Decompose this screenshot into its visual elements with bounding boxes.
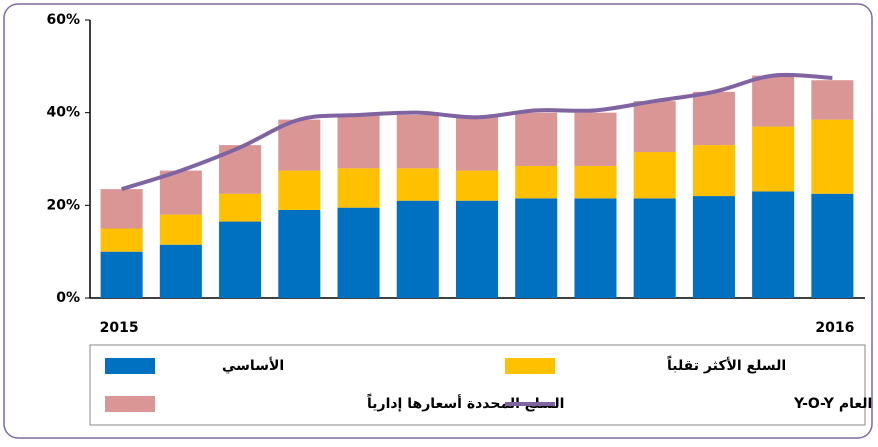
bar-segment — [515, 198, 558, 298]
bar-segment — [159, 170, 202, 215]
bar-segment — [278, 170, 321, 210]
x-tick-label: 2015 — [100, 320, 139, 336]
legend-box — [89, 344, 866, 426]
bar-segment — [633, 198, 676, 298]
x-tick-label: 2016 — [815, 320, 854, 336]
bar-segment — [337, 114, 380, 169]
bar-segment — [455, 170, 499, 201]
bar-segment — [811, 80, 854, 120]
bar-segment — [574, 165, 617, 199]
bar-segment — [100, 251, 143, 298]
bar-segment — [633, 152, 676, 199]
bar-segment — [574, 198, 617, 298]
bar-segment — [692, 145, 735, 197]
legend-label: السلع الأكثر تقلباً — [667, 355, 786, 374]
bar-segment — [752, 191, 795, 298]
bar-segment — [396, 200, 439, 298]
bar-segment — [337, 207, 380, 298]
line-series — [121, 72, 833, 192]
bar-segment — [515, 165, 558, 199]
bar-segment — [396, 114, 439, 169]
bar-segment — [278, 119, 321, 171]
legend-label: الأساسي — [222, 357, 284, 374]
bar-segment — [337, 168, 380, 208]
bar-segment — [278, 209, 321, 298]
legend-swatch — [105, 396, 155, 412]
bar-segment — [455, 117, 499, 171]
bar-segment — [100, 228, 143, 252]
bar-segment — [633, 101, 676, 153]
y-tick-label: 40% — [46, 105, 80, 121]
y-tick-label: 60% — [46, 12, 80, 28]
bar-segment — [811, 193, 854, 298]
bar-segment — [752, 126, 795, 192]
bar-segment — [515, 112, 558, 166]
bar-segment — [219, 193, 262, 222]
legend-swatch — [505, 358, 555, 374]
bar-segment — [159, 244, 202, 298]
legend-label: السلع المحددة أسعارها إدارياً — [367, 393, 564, 412]
y-tick-label: 0% — [56, 290, 80, 306]
bar-segment — [574, 112, 617, 166]
bar-segment — [692, 91, 735, 146]
y-tick-label: 20% — [46, 197, 80, 213]
bar-segment — [396, 168, 439, 201]
bar-segment — [219, 221, 262, 298]
bar-segment — [455, 200, 499, 298]
bar-segment — [811, 119, 854, 194]
legend-swatch — [105, 358, 155, 374]
bar-segment — [692, 196, 735, 298]
bar-segment — [100, 189, 143, 229]
bar-segment — [752, 75, 795, 127]
bar-segment — [159, 214, 202, 245]
legend-label: معدل التضخم السنوي العام Y-O-Y — [793, 396, 878, 413]
